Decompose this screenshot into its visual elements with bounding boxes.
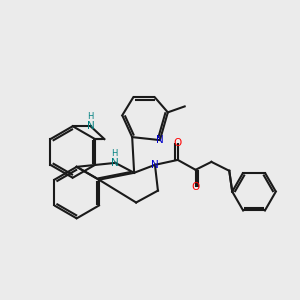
Text: O: O: [191, 182, 200, 192]
Text: N: N: [156, 135, 164, 145]
Text: N: N: [151, 160, 159, 170]
Text: O: O: [174, 138, 182, 148]
Text: N: N: [111, 158, 119, 168]
Text: N: N: [87, 121, 94, 131]
Text: H: H: [111, 149, 118, 158]
Text: H: H: [87, 112, 94, 121]
